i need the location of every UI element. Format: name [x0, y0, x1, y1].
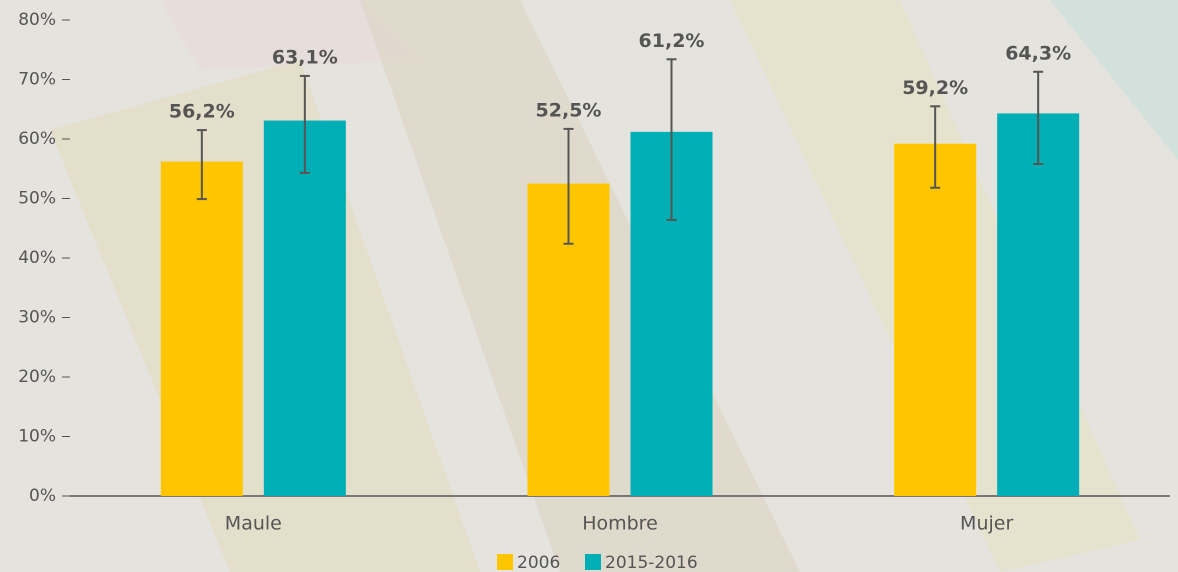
legend-swatch [585, 554, 601, 570]
y-tick-label: 0% [29, 486, 56, 506]
bar [894, 143, 977, 496]
y-tick-label: 10% [18, 427, 56, 447]
y-tick-label: 20% [18, 367, 56, 387]
value-label: 63,1% [272, 46, 338, 68]
y-tick-label: 70% [18, 70, 56, 90]
decor [160, 0, 420, 70]
y-tick-label: 60% [18, 129, 56, 149]
x-tick-label: Maule [225, 513, 282, 535]
legend-label: 2015-2016 [605, 553, 698, 572]
y-tick-label: 40% [18, 248, 56, 268]
x-tick-label: Mujer [960, 513, 1013, 535]
bar [160, 161, 243, 497]
bar [997, 113, 1080, 496]
x-tick-label: Hombre [582, 513, 658, 535]
value-label: 56,2% [169, 101, 235, 123]
y-tick-label: 50% [18, 189, 56, 209]
bar [263, 120, 346, 497]
value-label: 64,3% [1005, 42, 1071, 64]
legend-label: 2006 [517, 553, 560, 572]
value-label: 52,5% [536, 99, 602, 121]
legend-swatch [497, 554, 513, 570]
decor [1050, 0, 1178, 160]
value-label: 59,2% [902, 77, 968, 99]
y-tick-label: 30% [18, 308, 56, 328]
y-tick-label: 80% [18, 10, 56, 30]
value-label: 61,2% [639, 30, 705, 52]
